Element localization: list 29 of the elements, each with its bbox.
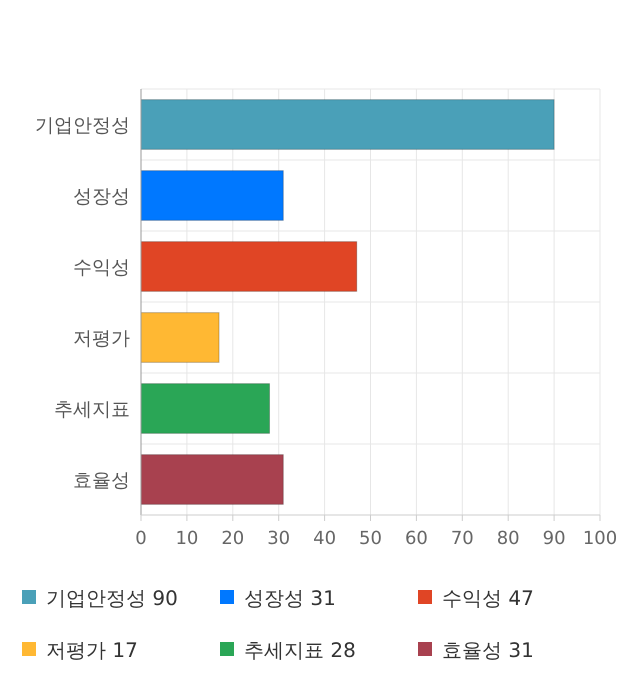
- x-tick-label: 70: [450, 528, 474, 549]
- x-tick-label: 90: [542, 528, 566, 549]
- bar: [140, 170, 284, 221]
- x-tick-label: 10: [175, 528, 198, 549]
- y-tick-label: 수익성: [73, 256, 130, 278]
- y-tick-label: 추세지표: [54, 398, 130, 420]
- y-tick-label: 저평가: [73, 328, 130, 350]
- bar: [140, 241, 358, 292]
- text: 추세지표 28: [244, 638, 356, 662]
- y-tick-label: 기업안정성: [35, 114, 130, 136]
- y-tick-label: 성장성: [73, 186, 130, 208]
- x-tick-label: 0: [135, 528, 147, 549]
- x-tick-label: 60: [404, 528, 428, 549]
- bar: [140, 99, 555, 150]
- y-tick-label: 효율성: [73, 470, 130, 492]
- x-tick-label: 30: [267, 528, 290, 549]
- text: 기업안정성 90: [46, 586, 178, 610]
- x-tick-label: 40: [313, 528, 336, 549]
- bar: [140, 383, 270, 434]
- x-tick-label: 50: [359, 528, 382, 549]
- bar: [140, 312, 220, 363]
- x-tick-label: 80: [496, 528, 520, 549]
- text: 저평가 17: [46, 638, 138, 662]
- x-tick-label: 20: [221, 528, 244, 549]
- text: 효율성 31: [442, 638, 534, 662]
- text: 성장성 31: [244, 586, 336, 610]
- x-tick-label: 100: [582, 528, 618, 549]
- bar: [140, 454, 284, 505]
- text: 수익성 47: [442, 586, 534, 610]
